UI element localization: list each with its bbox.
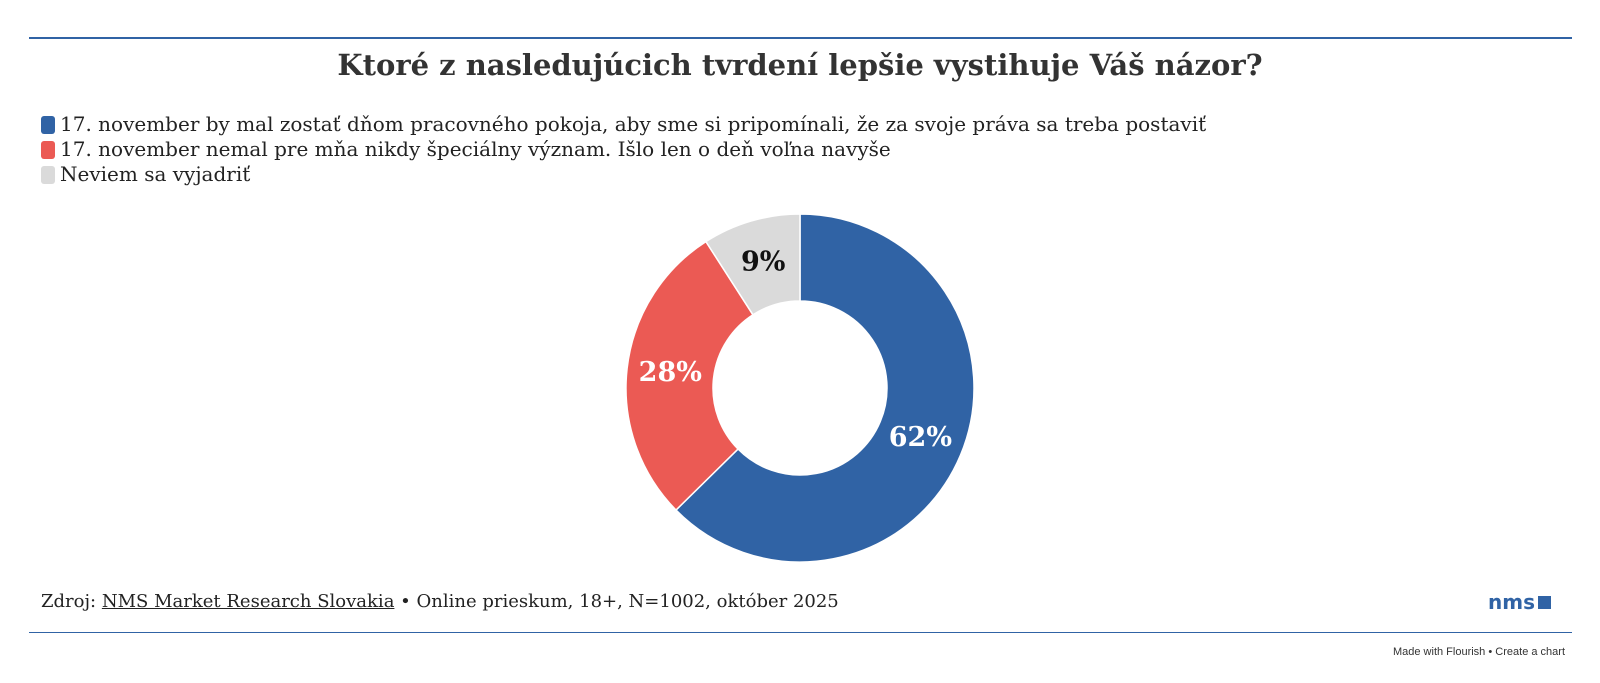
legend-swatch [41, 165, 55, 184]
legend-swatch [41, 140, 55, 159]
chart: 62% 28% 9% [625, 213, 975, 563]
create-chart[interactable]: Create a chart [1495, 646, 1565, 658]
made-with[interactable]: Made with Flourish [1392, 646, 1486, 658]
legend-item: Neviem sa vyjadriť [41, 162, 1206, 187]
footer: Zdroj: NMS Market Research Slovakia • On… [41, 591, 839, 612]
value-label: 62% [889, 422, 952, 453]
logo-square [1537, 596, 1551, 609]
source-note: • Online prieskum, 18+, N=1002, október … [400, 591, 839, 612]
slice [674, 213, 975, 563]
value-label: 28% [639, 357, 702, 388]
source-link[interactable]: NMS Market Research Slovakia [101, 591, 395, 612]
chart-title: Ktoré z nasledujúcich tvrdení lepšie vys… [337, 48, 1263, 82]
logo-text: nms [1488, 590, 1535, 614]
legend-label: 17. november by mal zostať dňom pracovné… [60, 112, 1207, 136]
value-label: 9% [741, 246, 785, 277]
legend-label: 17. november nemal pre mňa nikdy špeciál… [60, 137, 891, 161]
legend-item: 17. november nemal pre mňa nikdy špeciál… [41, 137, 1206, 162]
slice [704, 213, 801, 316]
bottom-rule [29, 632, 1572, 633]
separator: • [1488, 646, 1493, 658]
legend-item: 17. november by mal zostať dňom pracovné… [41, 112, 1206, 137]
credit: Made with Flourish • Create a chart [1393, 646, 1565, 658]
slice [625, 240, 755, 512]
source-prefix: Zdroj: [41, 591, 97, 612]
top-rule [29, 37, 1572, 39]
legend-label: Neviem sa vyjadriť [60, 162, 251, 186]
legend: 17. november by mal zostať dňom pracovné… [41, 112, 1206, 187]
logo: nms [1488, 590, 1551, 614]
legend-swatch [41, 115, 55, 134]
